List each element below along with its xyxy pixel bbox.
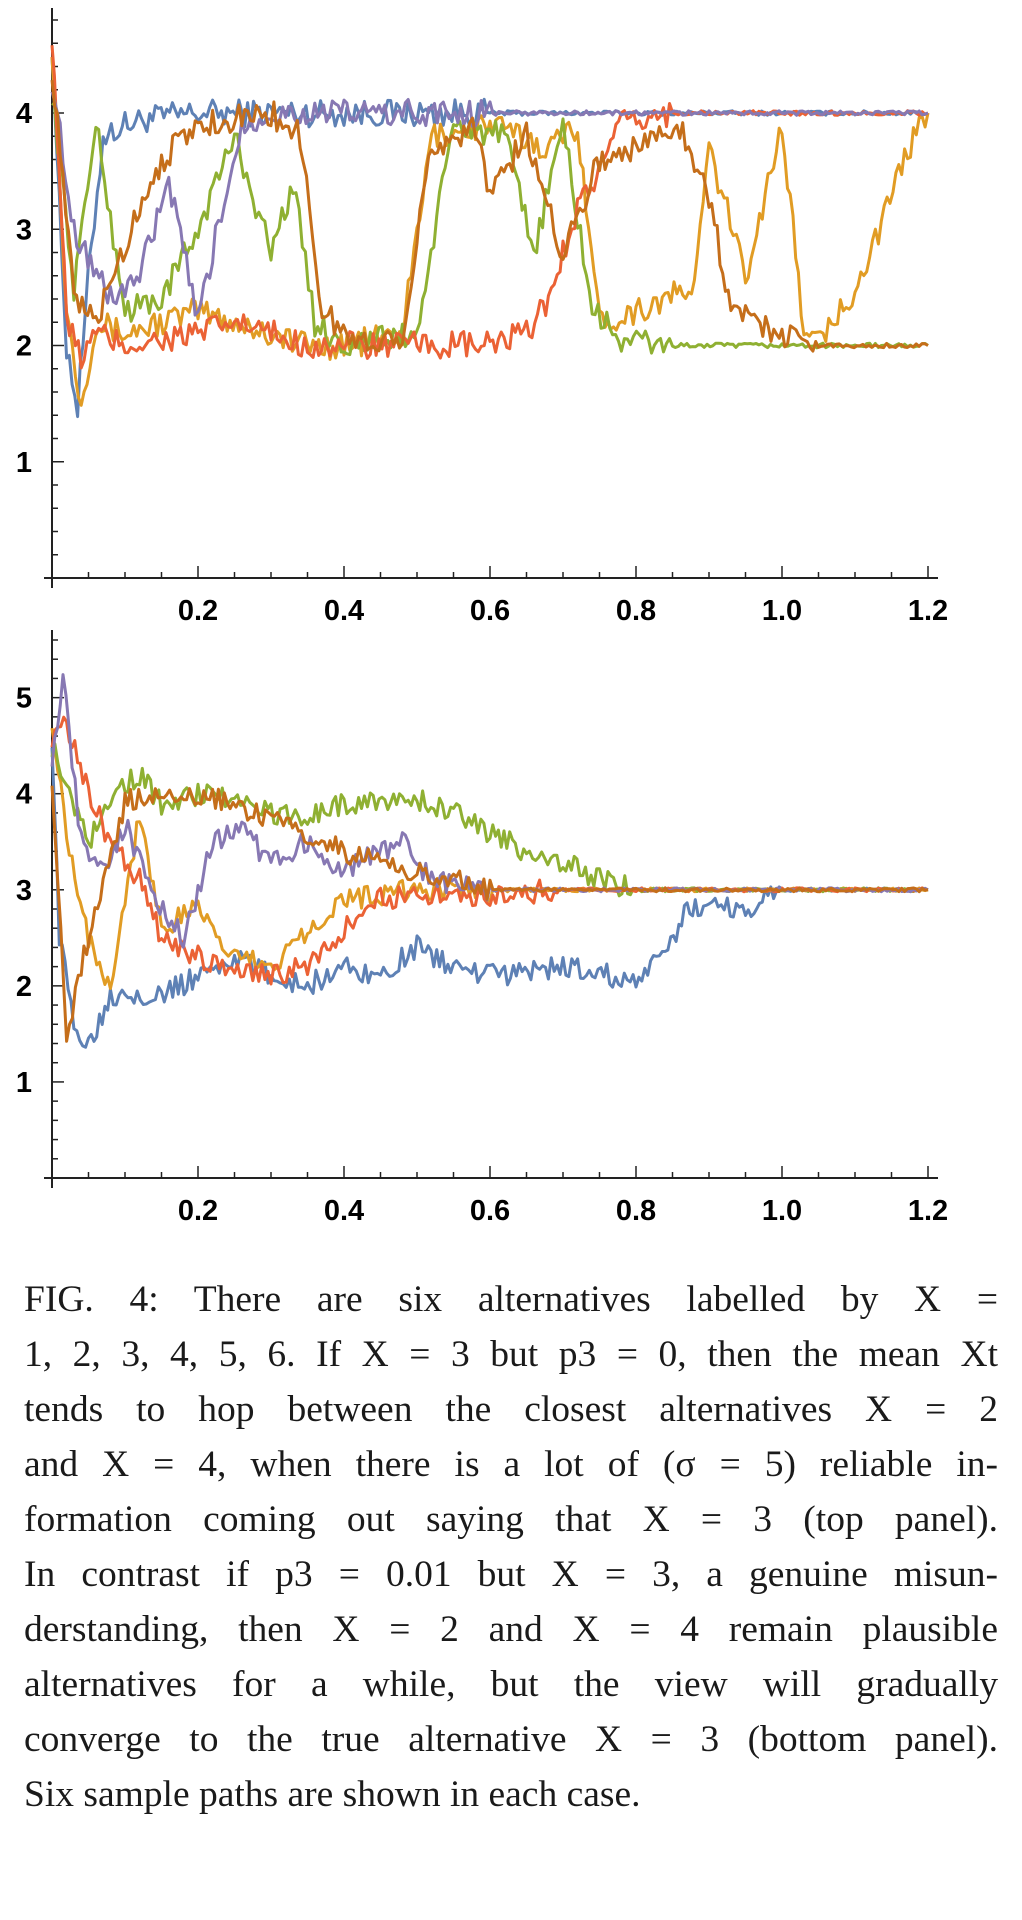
series-line-6 (50, 785, 929, 1043)
caption-line: Six sample paths are shown in each case. (24, 1774, 641, 1815)
x-tick-label: 0.4 (324, 595, 364, 627)
series-line-3 (51, 102, 929, 357)
bottom-panel-chart: 0.2 0.4 0.6 0.8 1.0 1.2 1 2 3 4 5 (0, 630, 1022, 1250)
x-tick-label: 0.6 (470, 1195, 510, 1227)
x-tick-label: 0.6 (470, 595, 510, 627)
x-tick-label: 1.0 (762, 595, 802, 627)
x-tick-label: 0.4 (324, 1195, 364, 1227)
bottom-panel-svg: 0.2 0.4 0.6 0.8 1.0 1.2 1 2 3 4 5 (16, 630, 948, 1227)
y-tick-label: 3 (16, 875, 32, 907)
y-tick-label: 1 (16, 447, 32, 479)
caption-line: alternatives for a while, but the view w… (24, 1664, 998, 1705)
x-tick-label: 1.2 (908, 595, 948, 627)
x-tick-label: 0.2 (178, 595, 218, 627)
top-panel-svg: 0.2 0.4 0.6 0.8 1.0 1.2 1 2 3 4 (16, 8, 948, 627)
top-panel-chart: 0.2 0.4 0.6 0.8 1.0 1.2 1 2 3 4 (0, 0, 1022, 630)
x-tick-label: 0.8 (616, 595, 656, 627)
series-line-6 (50, 79, 929, 353)
series-line-5 (50, 91, 929, 317)
x-tick-label: 0.8 (616, 1195, 656, 1227)
caption-line: In contrast if p3 = 0.01 but X = 3, a ge… (24, 1554, 998, 1595)
y-tick-label: 1 (16, 1067, 32, 1099)
y-tick-label: 2 (16, 331, 32, 363)
y-tick-label: 4 (16, 98, 32, 130)
caption-line: derstanding, then X = 2 and X = 4 remain… (24, 1609, 998, 1650)
caption-line: and X = 4, when there is a lot of (σ = 5… (24, 1444, 998, 1485)
series-line-4 (50, 715, 929, 986)
series-line-3 (50, 742, 929, 898)
x-tick-label: 0.2 (178, 1195, 218, 1227)
y-tick-label: 2 (16, 971, 32, 1003)
series-line-4 (50, 45, 929, 370)
caption-line: converge to the true alternative X = 3 (… (24, 1719, 998, 1760)
caption-line: formation coming out saying that X = 3 (… (24, 1499, 998, 1540)
y-tick-label: 4 (16, 779, 32, 811)
caption-line: FIG. 4: There are six alternatives label… (24, 1279, 998, 1320)
x-tick-label: 1.0 (762, 1195, 802, 1227)
caption-line: tends to hop between the closest alterna… (24, 1389, 998, 1430)
figure-caption: FIG. 4: There are six alternatives label… (24, 1272, 998, 1822)
caption-line: 1, 2, 3, 4, 5, 6. If X = 3 but p3 = 0, t… (24, 1334, 998, 1375)
x-tick-label: 1.2 (908, 1195, 948, 1227)
y-tick-label: 3 (16, 214, 32, 246)
series-line-2 (50, 56, 930, 407)
y-tick-label: 5 (16, 683, 32, 715)
